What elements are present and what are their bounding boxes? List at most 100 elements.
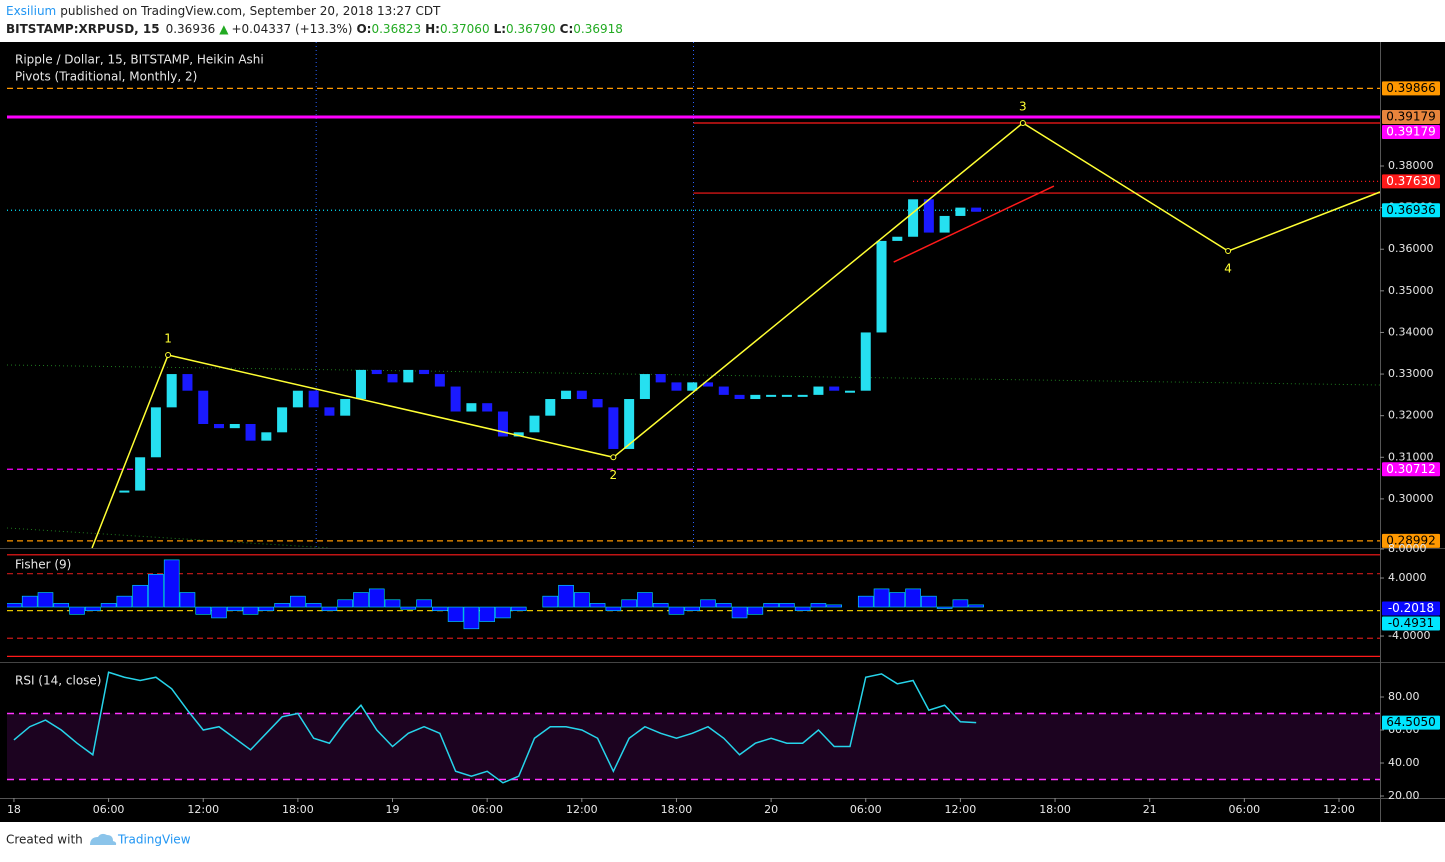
author[interactable]: Exsilium (6, 4, 56, 18)
fisher-bar (684, 606, 701, 611)
price-tag (1382, 174, 1440, 189)
price-tag-label: 0.28992 (1386, 533, 1436, 547)
fisher-bar (510, 606, 527, 611)
price-tag-label: 0.39179 (1386, 109, 1436, 123)
candle (892, 236, 903, 241)
candle (182, 374, 193, 391)
candle (150, 407, 161, 458)
candle (214, 423, 225, 429)
wave-point (610, 454, 617, 461)
price-tag (1382, 81, 1440, 96)
fisher-bar (400, 606, 417, 610)
fisher-bar (463, 606, 480, 630)
fisher-bar (542, 595, 559, 608)
fisher-bar (763, 603, 779, 608)
fisher-bar (258, 606, 275, 611)
fisher-bar (558, 584, 574, 608)
candle (624, 399, 635, 449)
brand-logo (90, 833, 117, 845)
y-tick-label: 40.00 (1388, 756, 1420, 769)
rsi-band (7, 713, 1380, 780)
fisher-bar (936, 606, 953, 609)
high: 0.37060 (440, 22, 490, 36)
fisher-bar (116, 595, 133, 608)
wave-label: 3 (1019, 99, 1027, 113)
fisher-bar (589, 603, 606, 608)
last: 0.36936 (166, 22, 216, 36)
quote-line: BITSTAMP:XRPUSD, 15 0.36936 ▲ +0.04337 (+13… (6, 22, 623, 36)
fisher-bar (889, 592, 906, 608)
candle (750, 394, 761, 400)
candle (655, 374, 666, 383)
price-tag-label: 0.37630 (1386, 174, 1436, 188)
candle (639, 374, 650, 400)
symbol: BITSTAMP:XRPUSD, 15 (6, 22, 160, 36)
fisher-bar (810, 603, 827, 608)
wave-point (165, 352, 172, 359)
fisher-bar (574, 592, 590, 608)
candle (797, 394, 808, 397)
candle (844, 390, 855, 393)
x-tick-label: 06:00 (93, 803, 125, 816)
x-tick-label: 18 (7, 803, 21, 816)
fisher-bar (652, 603, 669, 608)
wave-point (1019, 119, 1026, 126)
price-tag (1382, 616, 1440, 631)
brand[interactable]: TradingView (117, 833, 191, 847)
y-tick-label: 0.33000 (1388, 367, 1434, 380)
candle (371, 369, 382, 375)
y-tick-label: 0.31000 (1388, 450, 1434, 463)
candle (781, 394, 792, 397)
open: 0.36823 (371, 22, 421, 36)
candle (340, 399, 351, 416)
candle (545, 399, 556, 416)
wave-point (1225, 248, 1232, 255)
y-tick-label: 80.00 (1388, 690, 1420, 703)
price-tag (1382, 203, 1440, 218)
candle (419, 369, 430, 375)
candle (687, 382, 698, 391)
price-tag (1382, 601, 1440, 616)
y-tick-label: 0.30000 (1388, 492, 1434, 505)
fisher-bar (211, 606, 227, 619)
fisher-bar (905, 588, 921, 608)
x-tick-label: 20 (764, 803, 778, 816)
y-tick-label: 0.38000 (1388, 159, 1434, 172)
price-tag (1382, 462, 1440, 477)
fisher-bar (53, 603, 70, 608)
y-tick-label: 0.36000 (1388, 242, 1434, 255)
fisher-bar (715, 603, 732, 608)
fisher-bar (447, 606, 464, 622)
fisher-bar (779, 603, 795, 608)
x-tick-label: 06:00 (850, 803, 882, 816)
fisher-bar (69, 606, 85, 615)
fisher-bar (873, 588, 890, 608)
change: +0.04337 (+13.3%) (231, 22, 352, 36)
candle (308, 390, 319, 408)
candle (923, 199, 934, 233)
price-tag (1382, 533, 1440, 548)
x-tick-label: 06:00 (471, 803, 503, 816)
candle (939, 215, 950, 233)
candle (829, 386, 840, 391)
fisher-bar (700, 599, 716, 608)
candle (450, 386, 461, 412)
candle (703, 382, 714, 387)
arrow: ▲ (219, 22, 229, 36)
candle (576, 390, 587, 400)
c-label: C: (560, 22, 574, 36)
fisher-bar (432, 606, 448, 611)
price-tag (1382, 124, 1440, 139)
created-with: Created with (6, 833, 83, 847)
candle (119, 490, 130, 493)
published: published on TradingView.com, September … (60, 4, 441, 18)
fisher-bar (353, 592, 369, 608)
candle (971, 207, 982, 212)
y-tick-label: 20.00 (1388, 789, 1420, 802)
candle (813, 386, 824, 395)
fisher-bar (226, 606, 243, 611)
fisher-bar (952, 599, 969, 608)
wave-label: 1 (164, 332, 172, 346)
publish-line: Exsilium published on TradingView.com, Se… (6, 4, 441, 18)
fisher-bar (290, 595, 306, 608)
